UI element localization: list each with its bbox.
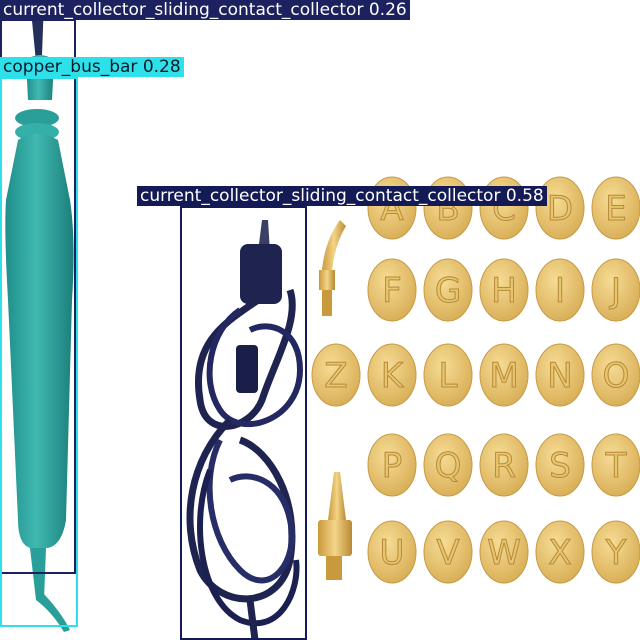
letter-coin <box>367 433 417 497</box>
letter-coin <box>591 433 640 497</box>
letter-coin-glyph: Q <box>435 446 462 486</box>
letter-coin <box>535 258 585 322</box>
letter-coin-glyph: I <box>555 271 565 311</box>
letter-coin-glyph: M <box>489 356 518 396</box>
letter-coin <box>479 520 529 584</box>
letter-coin <box>535 176 585 240</box>
letter-coin <box>591 520 640 584</box>
letter-coin <box>423 520 473 584</box>
letter-coin <box>591 343 640 407</box>
letter-coin-glyph: L <box>439 356 458 396</box>
letter-coin-glyph: N <box>547 356 572 396</box>
coiled-cable <box>186 220 304 640</box>
letter-coin-glyph: X <box>548 533 571 573</box>
letter-coin <box>479 433 529 497</box>
letter-coin <box>479 258 529 322</box>
letter-coin <box>479 343 529 407</box>
letter-coin <box>367 520 417 584</box>
letter-stamp-tips: A B C D EF G H I JZ K L M N OP Q R S TU V W X Y <box>311 176 640 584</box>
detection-label-collector-cable: current_collector_sliding_contact_collec… <box>137 186 547 206</box>
letter-coin <box>367 343 417 407</box>
letter-coin <box>423 258 473 322</box>
letter-coin-glyph: Z <box>324 356 347 396</box>
letter-coin-glyph: R <box>492 446 516 486</box>
brass-tip-bent <box>319 220 346 316</box>
letter-coin-glyph: V <box>436 533 459 573</box>
detection-box-copper-bus-bar <box>0 77 78 627</box>
letter-coin-glyph: U <box>380 533 405 573</box>
letter-coin-glyph: E <box>605 189 626 229</box>
letter-coin-glyph: K <box>381 356 405 396</box>
letter-coin <box>535 343 585 407</box>
letter-coin-glyph: H <box>491 271 517 311</box>
letter-coin-glyph: W <box>487 533 521 573</box>
letter-coin-glyph: G <box>435 271 461 311</box>
detection-label-collector-top: current_collector_sliding_contact_collec… <box>0 0 410 20</box>
letter-coin-glyph: F <box>382 271 402 311</box>
letter-coin-glyph: D <box>547 189 573 229</box>
letter-coin-glyph: O <box>603 356 630 396</box>
letter-coin-glyph: P <box>382 446 403 486</box>
letter-coin <box>591 176 640 240</box>
letter-coin-glyph: T <box>605 446 627 486</box>
letter-coin <box>535 520 585 584</box>
letter-coin-glyph: S <box>549 446 571 486</box>
detection-box-collector-cable <box>180 206 307 640</box>
letter-coin-glyph: Y <box>605 533 627 573</box>
letter-coin <box>367 258 417 322</box>
letter-coin <box>423 343 473 407</box>
letter-coin <box>535 433 585 497</box>
letter-coin <box>423 433 473 497</box>
pen-handle <box>5 0 74 632</box>
letter-coin-glyph: J <box>609 271 621 311</box>
brass-tip-cone <box>318 472 352 580</box>
detection-label-copper-bus-bar: copper_bus_bar 0.28 <box>0 57 184 77</box>
letter-coin <box>591 258 640 322</box>
letter-coin <box>311 343 361 407</box>
